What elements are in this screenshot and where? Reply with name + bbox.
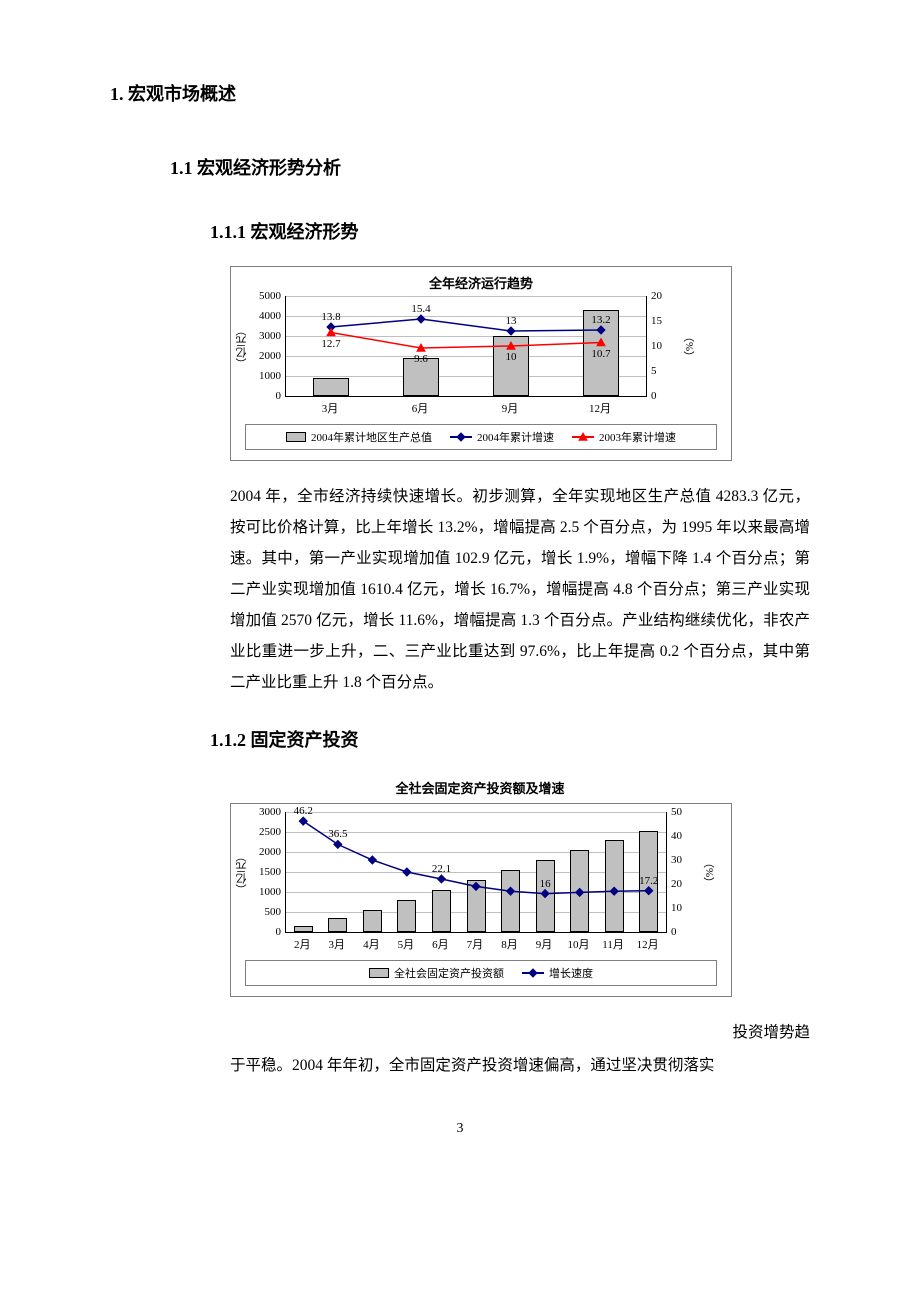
document-page: 1. 宏观市场概述 1.1 宏观经济形势分析 1.1.1 宏观经济形势 全年经济… <box>0 0 920 1177</box>
chart2-yaxis-right-label: （%） <box>699 812 721 933</box>
chart-economic-trend: 全年经济运行趋势 （亿元） 010002000300040005000 13.8… <box>230 266 810 461</box>
chart2-yaxis-left-label: （亿元） <box>231 812 253 933</box>
chart1-yaxis-left-ticks: 010002000300040005000 <box>253 296 285 396</box>
chart-fixed-asset-investment: 全社会固定资产投资额及增速 （亿元） 050010001500200025003… <box>230 774 810 997</box>
chart2-xaxis: 2月3月4月5月6月7月8月9月10月11月12月 <box>285 933 665 952</box>
chart2-plot-area: 46.236.522.11617.2 <box>285 812 667 933</box>
page-number: 3 <box>110 1121 810 1137</box>
chart1-legend: 2004年累计地区生产总值2004年累计增速2003年累计增速 <box>245 424 717 450</box>
heading-1: 1. 宏观市场概述 <box>110 80 810 106</box>
heading-1-1-2: 1.1.2 固定资产投资 <box>210 726 810 752</box>
heading-1-1-1: 1.1.1 宏观经济形势 <box>210 218 810 244</box>
chart2-legend: 全社会固定资产投资额增长速度 <box>245 960 717 986</box>
chart2-title: 全社会固定资产投资额及增速 <box>230 774 730 803</box>
chart1-yaxis-right-ticks: 05101520 <box>647 296 679 396</box>
chart1-yaxis-left-label: （亿元） <box>231 296 253 397</box>
chart1-plot-area: 13.815.41313.212.79.61010.7 <box>285 296 647 397</box>
paragraph-2: 于平稳。2004 年年初，全市固定资产投资增速偏高，通过坚决贯彻落实 <box>230 1050 810 1081</box>
heading-1-1: 1.1 宏观经济形势分析 <box>170 154 810 180</box>
chart1-yaxis-right-label: （%） <box>679 296 701 397</box>
paragraph-2-right: 投资增势趋 <box>110 1017 810 1048</box>
chart2-yaxis-right-ticks: 01020304050 <box>667 812 699 932</box>
chart1-xaxis: 3月6月9月12月 <box>285 397 645 416</box>
paragraph-1: 2004 年，全市经济持续快速增长。初步测算，全年实现地区生产总值 4283.3… <box>230 481 810 698</box>
chart2-yaxis-left-ticks: 050010001500200025003000 <box>253 812 285 932</box>
